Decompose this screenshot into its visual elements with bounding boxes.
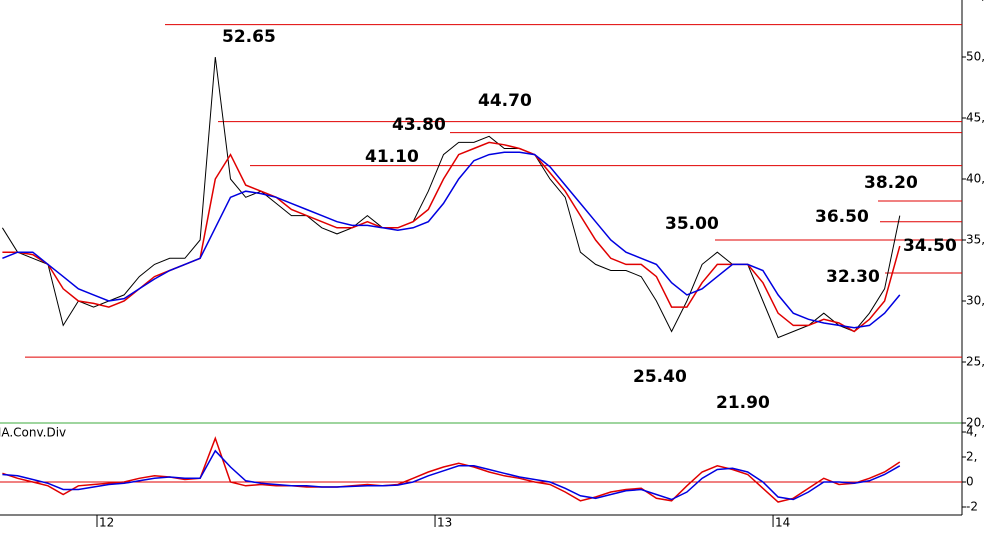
level-label: 32.30 xyxy=(826,267,880,287)
level-label: 35.00 xyxy=(665,214,719,234)
level-label: 41.10 xyxy=(365,147,419,167)
level-label: 21.90 xyxy=(716,393,770,413)
y-tick-label: -2 xyxy=(966,500,978,514)
price-line xyxy=(1,56,901,339)
y-tick-label: 25, xyxy=(966,355,985,369)
y-tick-label: 0 xyxy=(966,475,974,489)
y-tick-label: 55, xyxy=(966,0,985,3)
y-tick-label: 30, xyxy=(966,294,985,308)
indicator-line xyxy=(2,151,901,329)
level-label: 52.65 xyxy=(222,27,276,47)
level-label: 44.70 xyxy=(478,91,532,111)
y-tick-label: 20, xyxy=(966,416,985,430)
indicator-line xyxy=(2,449,901,501)
y-tick-label: 40, xyxy=(966,172,985,186)
level-label: 25.40 xyxy=(633,367,687,387)
level-label: 38.20 xyxy=(864,173,918,193)
indicator-title: MA.Conv.Div xyxy=(0,426,66,440)
level-label: 34.50 xyxy=(903,236,957,256)
y-tick-label: 2, xyxy=(966,450,977,464)
y-tick-label: 45, xyxy=(966,111,985,125)
indicator-line xyxy=(2,436,901,503)
y-tick-label: 35, xyxy=(966,233,985,247)
x-tick-label: 12 xyxy=(99,516,114,530)
level-label: 36.50 xyxy=(815,207,869,227)
x-tick-label: 14 xyxy=(775,516,790,530)
indicator-line xyxy=(2,141,901,333)
x-tick-label: 13 xyxy=(437,516,452,530)
level-label: 43.80 xyxy=(392,115,446,135)
y-tick-label: 4, xyxy=(966,425,977,439)
y-tick-label: 50, xyxy=(966,50,985,64)
